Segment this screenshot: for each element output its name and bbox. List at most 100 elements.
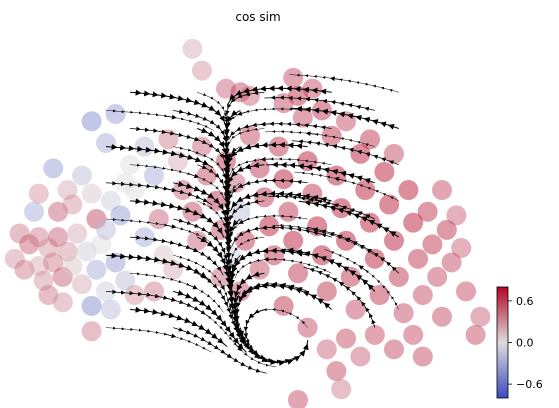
- scatter-point: [336, 328, 356, 349]
- scatter-point: [278, 201, 299, 222]
- streamline: [129, 89, 226, 126]
- scatter-point: [355, 180, 376, 201]
- scatter-point: [369, 285, 390, 306]
- scatter-point: [38, 237, 59, 258]
- streamline-arrow: [223, 352, 232, 359]
- scatter-point: [67, 223, 88, 244]
- scatter-point: [43, 252, 64, 273]
- colorbar-tick-label: 0.0: [516, 337, 534, 350]
- scatter-point: [72, 274, 92, 295]
- scatter-point: [259, 216, 280, 237]
- scatter-point: [62, 194, 83, 215]
- streamline-arrow: [237, 147, 248, 152]
- colorbar-gradient: [496, 286, 509, 399]
- scatter-point: [86, 209, 107, 229]
- scatter-point: [148, 209, 169, 229]
- scatter-point: [105, 104, 126, 125]
- streamline-arrow: [165, 333, 177, 339]
- scatter-point: [144, 165, 164, 186]
- streamline-arrow: [222, 132, 227, 142]
- streamline-arrow: [189, 100, 200, 105]
- scatter-point: [283, 230, 304, 251]
- scatter-point: [436, 219, 457, 240]
- scatter-point: [326, 165, 347, 186]
- scatter-point: [316, 339, 337, 360]
- scatter-point: [48, 227, 68, 248]
- scatter-point: [33, 270, 54, 291]
- scatter-point: [19, 234, 40, 255]
- scatter-point: [288, 263, 308, 284]
- scatter-point: [240, 125, 260, 146]
- colorbar-tick-label: 0.6: [516, 295, 534, 308]
- scatter-point: [134, 227, 155, 248]
- scatter-point: [427, 266, 448, 287]
- scatter-point: [340, 266, 361, 287]
- scatter-point: [72, 165, 92, 186]
- scatter-point: [345, 299, 366, 320]
- scatter-point: [100, 299, 121, 320]
- scatter-point: [336, 230, 356, 251]
- scatter-point: [451, 237, 472, 258]
- streamline-arrow: [188, 173, 200, 179]
- scatter-point: [446, 205, 467, 226]
- scatter-point: [249, 158, 270, 179]
- scatter-point: [470, 306, 491, 327]
- colorbar-tick-label: −0.6: [516, 378, 543, 391]
- scatter-point: [4, 248, 25, 269]
- scatter-point: [52, 292, 73, 313]
- scatter-point: [81, 321, 102, 342]
- scatter-point: [254, 187, 275, 208]
- scatter-point: [412, 346, 433, 367]
- scatter-point: [81, 295, 102, 316]
- scatter-point: [81, 183, 102, 204]
- streamline-arrow: [332, 144, 343, 149]
- scatter-point: [57, 241, 78, 262]
- scatter-point: [288, 390, 308, 408]
- streamline: [129, 306, 228, 347]
- scatter-point: [76, 241, 97, 262]
- streamline-arrow: [221, 170, 227, 179]
- scatter-point: [235, 230, 256, 251]
- scatter-point: [360, 212, 380, 233]
- scatter-point: [465, 324, 486, 345]
- scatter-point: [182, 38, 203, 59]
- scatter-point: [403, 212, 424, 233]
- scatter-point: [38, 285, 59, 306]
- scatter-point: [273, 169, 294, 190]
- scatter-point: [24, 201, 44, 222]
- scatter-point: [96, 132, 116, 153]
- scatter-point: [441, 252, 462, 273]
- scatter-point: [158, 129, 179, 150]
- scatter-point: [273, 93, 294, 114]
- scatter-point: [302, 78, 323, 99]
- streamline-arrow: [189, 136, 200, 142]
- scatter-point: [57, 180, 78, 201]
- scatter-point: [28, 227, 49, 248]
- scatter-point: [388, 266, 409, 287]
- chart-title: cos sim: [235, 10, 280, 24]
- scatter-point: [364, 324, 385, 345]
- scatter-point: [432, 180, 452, 201]
- colorbar: 0.6 0.0 −0.6: [496, 286, 543, 399]
- scatter-point: [28, 256, 49, 277]
- scatter-point: [163, 259, 184, 280]
- streamline-arrow: [358, 265, 368, 272]
- scatter-point: [192, 136, 212, 157]
- scatter-point: [398, 180, 419, 201]
- scatter-point: [432, 306, 452, 327]
- scatter-point: [268, 136, 289, 157]
- scatter-point: [360, 129, 380, 150]
- streamline-arrow: [165, 224, 177, 229]
- scatter-point: [192, 60, 212, 81]
- scatter-point: [384, 339, 404, 360]
- scatter-point: [412, 285, 433, 306]
- streamline-arrow: [165, 297, 177, 302]
- streamline-arrow: [239, 254, 249, 260]
- streamline-arrow: [165, 114, 177, 120]
- scatter-point: [456, 281, 476, 302]
- scatter-point: [9, 223, 30, 244]
- scatter-point: [403, 324, 424, 345]
- scatter-point: [14, 259, 35, 280]
- scatter-point: [28, 183, 49, 204]
